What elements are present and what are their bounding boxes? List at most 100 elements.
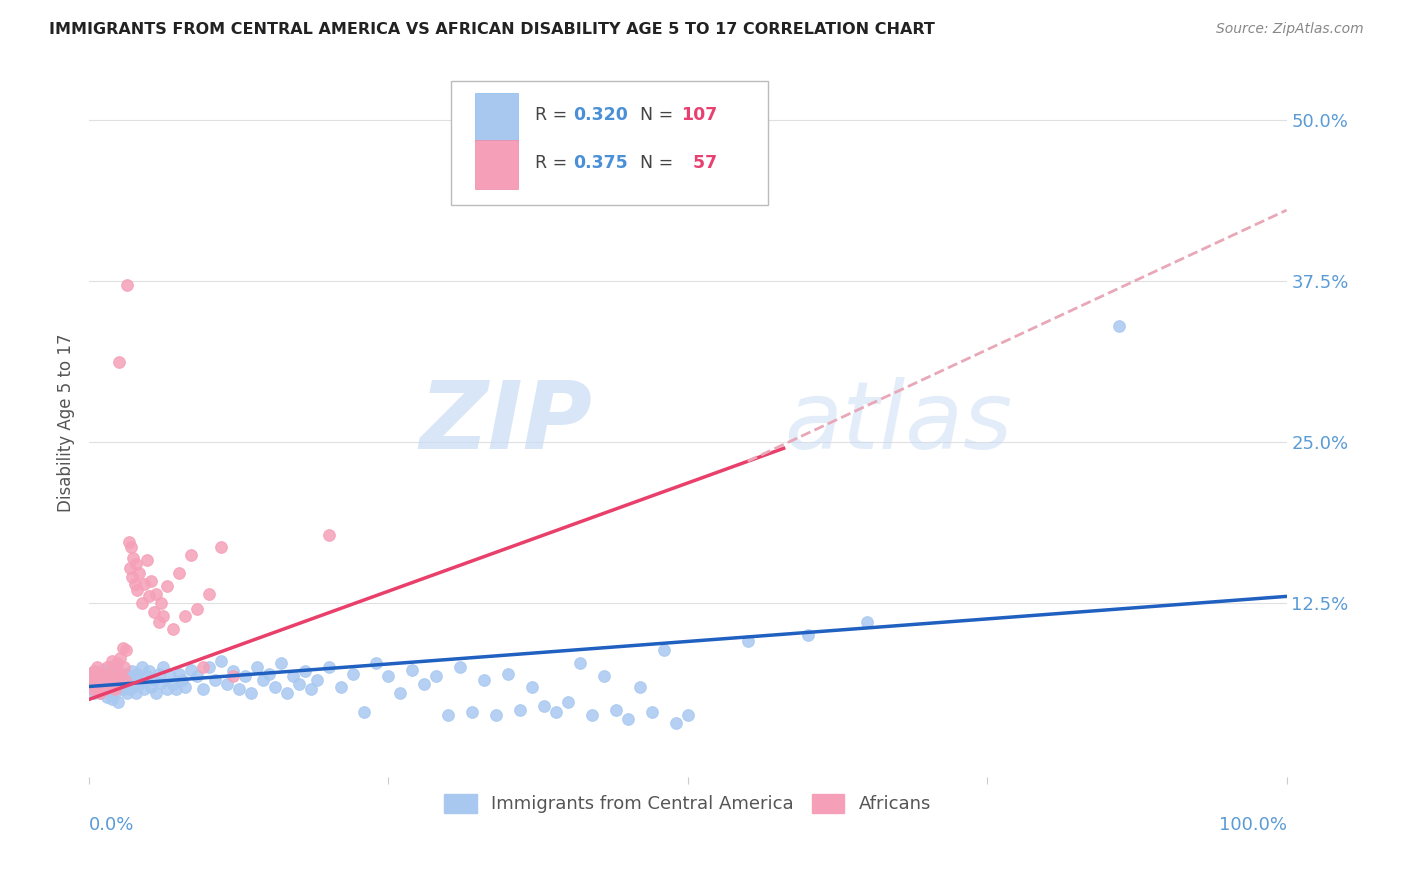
Point: [83, 686, 105, 700]
Y-axis label: Disability Age 5 to 17: Disability Age 5 to 17: [58, 334, 75, 512]
Point: [125, 582, 148, 597]
Point: [318, 660, 340, 674]
Point: [117, 535, 139, 549]
Point: [114, 673, 136, 687]
Point: [546, 705, 568, 719]
Point: [87, 669, 110, 683]
Point: [107, 669, 129, 683]
Point: [118, 682, 141, 697]
Point: [162, 677, 184, 691]
Point: [152, 608, 174, 623]
Point: [107, 695, 129, 709]
Point: [318, 527, 340, 541]
Point: [108, 355, 131, 369]
Point: [342, 666, 364, 681]
Point: [472, 673, 495, 687]
Point: [134, 576, 156, 591]
Point: [617, 712, 640, 726]
Point: [86, 666, 108, 681]
Point: [652, 643, 675, 657]
Point: [108, 651, 131, 665]
Point: [173, 680, 195, 694]
Point: [180, 548, 202, 562]
Point: [100, 677, 122, 691]
Point: [449, 660, 471, 674]
Point: [115, 666, 138, 681]
Point: [128, 677, 150, 691]
Point: [101, 654, 124, 668]
Point: [149, 596, 172, 610]
Point: [377, 669, 399, 683]
Point: [215, 677, 238, 691]
Text: 0.0%: 0.0%: [89, 815, 135, 833]
Point: [90, 666, 112, 681]
Point: [97, 669, 120, 683]
Text: 57: 57: [681, 153, 717, 171]
FancyBboxPatch shape: [451, 81, 768, 205]
Point: [105, 663, 128, 677]
Point: [209, 654, 232, 668]
Point: [120, 541, 142, 555]
Point: [117, 686, 139, 700]
Point: [294, 664, 316, 678]
Point: [104, 686, 127, 700]
Point: [186, 669, 208, 683]
Point: [204, 673, 226, 687]
Point: [191, 682, 214, 697]
Point: [485, 707, 508, 722]
Point: [856, 615, 879, 629]
Point: [120, 673, 142, 687]
Point: [100, 660, 122, 674]
Point: [93, 663, 115, 677]
Point: [82, 665, 104, 680]
Point: [114, 677, 136, 691]
Point: [180, 663, 202, 677]
Point: [162, 622, 184, 636]
Point: [145, 587, 167, 601]
Point: [84, 673, 107, 687]
Point: [233, 669, 256, 683]
Point: [110, 666, 132, 681]
Point: [117, 669, 139, 683]
Point: [299, 682, 322, 697]
Point: [496, 666, 519, 681]
Point: [287, 677, 309, 691]
Point: [89, 686, 111, 700]
Text: N =: N =: [640, 106, 679, 124]
Point: [263, 680, 285, 694]
Point: [104, 682, 127, 697]
Point: [138, 590, 160, 604]
Point: [96, 660, 118, 674]
Point: [209, 541, 232, 555]
Point: [122, 680, 145, 694]
Point: [676, 707, 699, 722]
Point: [112, 660, 135, 674]
Text: 107: 107: [681, 106, 717, 124]
Text: 0.320: 0.320: [572, 106, 627, 124]
Point: [198, 587, 221, 601]
Point: [737, 634, 759, 648]
Point: [84, 673, 107, 687]
Point: [80, 669, 103, 683]
Point: [167, 666, 190, 681]
Point: [101, 692, 124, 706]
Text: 0.375: 0.375: [572, 153, 627, 171]
Point: [93, 682, 115, 697]
Point: [93, 682, 115, 697]
Point: [246, 660, 269, 674]
Point: [111, 640, 134, 655]
Point: [353, 705, 375, 719]
FancyBboxPatch shape: [475, 93, 517, 142]
Point: [159, 669, 181, 683]
Point: [121, 664, 143, 678]
FancyBboxPatch shape: [475, 140, 517, 189]
Text: R =: R =: [534, 106, 572, 124]
Point: [156, 579, 179, 593]
Point: [425, 669, 447, 683]
Legend: Immigrants from Central America, Africans: Immigrants from Central America, African…: [437, 787, 939, 821]
Point: [152, 660, 174, 674]
Point: [222, 669, 245, 683]
Point: [101, 669, 124, 683]
Point: [533, 698, 555, 713]
Point: [124, 576, 146, 591]
